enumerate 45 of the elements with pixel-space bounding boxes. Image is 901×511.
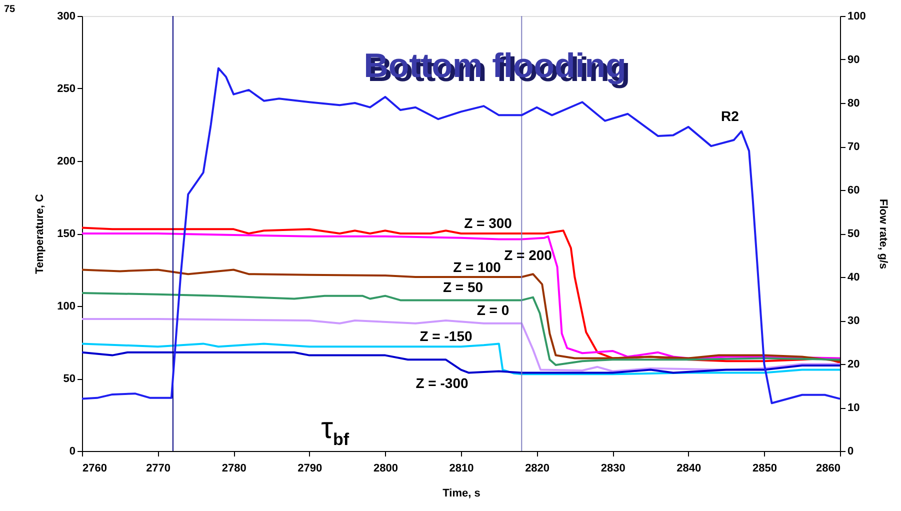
line-series	[81, 342, 841, 376]
y2-tick-label: 100	[848, 10, 866, 22]
x-tick-label: 2820	[525, 462, 550, 474]
y-tick-label: 0	[69, 446, 76, 458]
text: 75	[4, 4, 16, 15]
x-axis-title: Time, s	[442, 488, 480, 500]
series-label: Z = 0	[476, 302, 510, 318]
y-tick-label: 50	[63, 373, 76, 385]
x-tick-label: 2830	[600, 462, 626, 474]
series-label: Z = 50	[442, 279, 484, 295]
y2-tick-label: 90	[848, 54, 860, 66]
line-series	[81, 351, 841, 374]
x-tick-label: 2770	[146, 462, 171, 474]
y-tick-label: 250	[57, 83, 76, 95]
y2-tick-label: 0	[848, 446, 854, 458]
y2-tick-label: 20	[848, 358, 860, 370]
y-tick-label: 200	[57, 156, 76, 168]
x-tick-label: 2810	[449, 462, 474, 474]
y-tick-label: 300	[57, 10, 76, 22]
x-tick-label: 2800	[373, 462, 398, 474]
series-label: Z = -300	[416, 375, 468, 391]
series-label: Z = 100	[453, 259, 502, 275]
x-tick-label: 2780	[222, 462, 246, 474]
series-label: Z = 300	[464, 215, 512, 231]
x-tick-label: 2850	[752, 462, 777, 474]
y2-axis-title: Flow rate, g/s	[876, 198, 889, 270]
x-tick-label: 2840	[676, 462, 702, 474]
y2-tick-label: 80	[848, 98, 860, 110]
series-label: Z = 200	[504, 247, 552, 263]
y2-tick-label: 40	[848, 272, 860, 284]
line-series	[81, 318, 841, 372]
y2-tick-label: 10	[848, 402, 860, 414]
series-label: Z = -150	[420, 328, 472, 344]
y-tick-label: 150	[57, 228, 76, 240]
x-tick-label: 2790	[298, 462, 322, 474]
y2-tick-label: 70	[848, 141, 860, 153]
line-series	[81, 292, 841, 366]
series-label: R2	[721, 108, 740, 124]
y2-tick-label: 60	[848, 184, 860, 196]
y-axis-title: Temperature, C	[34, 194, 46, 274]
x-tick-label: 2860	[816, 462, 840, 474]
y-tick-label: 100	[57, 300, 76, 312]
y2-tick-label: 50	[848, 228, 860, 240]
x-tick-label: 2760	[82, 462, 107, 474]
y2-tick-label: 30	[848, 315, 860, 327]
